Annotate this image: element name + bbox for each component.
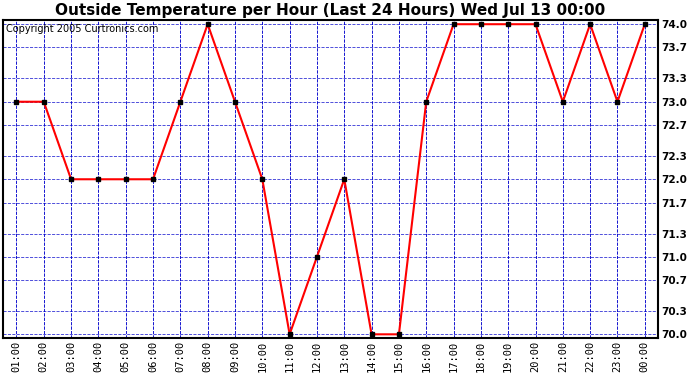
Title: Outside Temperature per Hour (Last 24 Hours) Wed Jul 13 00:00: Outside Temperature per Hour (Last 24 Ho… — [55, 3, 606, 18]
Text: Copyright 2005 Curtronics.com: Copyright 2005 Curtronics.com — [6, 24, 159, 33]
